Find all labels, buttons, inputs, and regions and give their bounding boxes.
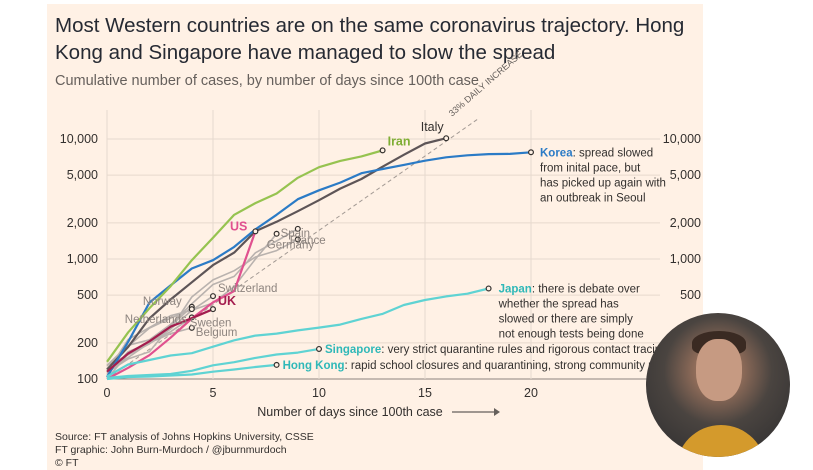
annotation-text: an outbreak in Seoul: [540, 192, 646, 204]
presenter-face: [696, 339, 742, 401]
x-axis-arrow-head: [494, 408, 500, 416]
series-line-germany: [106, 238, 299, 367]
copyright-line: © FT: [55, 457, 79, 469]
presenter-webcam-overlay: [646, 313, 790, 457]
series-label-france: France: [290, 235, 326, 247]
y-tick-label-left: 100: [77, 372, 98, 386]
source-line-1: Source: FT analysis of Johns Hopkins Uni…: [55, 431, 314, 443]
x-tick-label: 10: [312, 386, 326, 400]
series-endpoint-uk: [210, 306, 217, 313]
series-label-spain: Spain: [281, 228, 310, 240]
series-endpoint-hong-kong: [273, 361, 280, 368]
series-label-netherlands: Netherlands: [125, 314, 187, 326]
series-label-sweden: Sweden: [190, 317, 232, 329]
series-label-uk: UK: [218, 294, 236, 308]
series-endpoint-korea: [527, 149, 534, 156]
annotation-text: not enough tests being done: [499, 328, 644, 340]
series-line-korea: [106, 151, 532, 378]
series-line-hong-kong: [106, 363, 277, 381]
annotation-country: Japan: [499, 283, 532, 295]
annotation-text: has picked up again with: [540, 177, 666, 189]
source-line-2: FT graphic: John Burn-Murdoch / @jburnmu…: [55, 444, 287, 456]
series-label-switzerland: Switzerland: [218, 283, 277, 295]
chart-panel: [47, 4, 703, 470]
series-endpoint-netherlands: [188, 306, 195, 313]
annotation-text: : there is debate over: [532, 283, 640, 295]
series-label-italy: Italy: [421, 120, 445, 134]
series-endpoint-germany: [294, 236, 301, 243]
series-line-singapore: [106, 347, 320, 380]
x-tick-label: 0: [104, 386, 111, 400]
y-tick-label-left: 5,000: [67, 168, 98, 182]
y-tick-label-left: 2,000: [67, 216, 98, 230]
annotation-country: Hong Kong: [283, 360, 345, 372]
reference-line-33-percent: [106, 118, 479, 380]
series-endpoint-us: [252, 228, 259, 235]
series-line-us: [106, 230, 257, 380]
x-tick-label: 15: [418, 386, 432, 400]
series-endpoint-spain: [273, 230, 280, 237]
x-tick-label: 5: [210, 386, 217, 400]
series-endpoint-iran: [379, 147, 386, 154]
y-tick-label-left: 500: [77, 288, 98, 302]
series-line-italy: [106, 137, 447, 371]
series-label-norway: Norway: [143, 296, 182, 308]
series-line-japan: [106, 287, 489, 378]
y-tick-label-right: 2,000: [670, 216, 701, 230]
annotation-japan: Japan: there is debate over whether the s…: [498, 283, 644, 340]
annotation-singapore: Singapore: very strict quarantine rules …: [325, 344, 668, 356]
annotation-korea: Korea: spread slowed from inital pace, bu…: [540, 147, 666, 204]
annotation-text: : very strict quarantine rules and rigor…: [381, 344, 667, 356]
y-tick-label-left: 200: [77, 336, 98, 350]
x-axis-label: Number of days since 100th case: [257, 405, 443, 419]
y-tick-label-left: 10,000: [60, 132, 98, 146]
y-tick-label-right: 10,000: [663, 132, 701, 146]
x-tick-label: 20: [524, 386, 538, 400]
series-endpoint-belgium: [188, 324, 195, 331]
y-tick-label-right: 500: [680, 288, 701, 302]
annotation-text: slowed or there are simply: [499, 313, 633, 325]
y-tick-label-left: 1,000: [67, 252, 98, 266]
annotation-country: Singapore: [325, 344, 381, 356]
presenter-shirt: [676, 425, 766, 457]
series-line-switzerland: [106, 295, 214, 373]
reference-line-label: 33% DAILY INCREASE: [447, 49, 525, 118]
annotation-country: Korea: [540, 147, 573, 159]
annotation-text: : rapid school closures and quarantining…: [345, 360, 696, 372]
annotation-text: from inital pace, but: [540, 162, 641, 174]
annotation-hong-kong: Hong Kong: rapid school closures and qua…: [283, 360, 696, 372]
series-label-belgium: Belgium: [196, 327, 238, 339]
series-line-iran: [106, 149, 383, 363]
y-tick-label-right: 5,000: [670, 168, 701, 182]
series-endpoint-japan: [485, 285, 492, 292]
series-label-us: US: [230, 219, 247, 233]
series-endpoint-france: [294, 225, 301, 232]
series-endpoint-singapore: [316, 345, 323, 352]
y-tick-label-right: 1,000: [670, 252, 701, 266]
series-endpoint-switzerland: [210, 293, 217, 300]
annotation-text: : spread slowed: [573, 147, 654, 159]
series-line-france: [106, 228, 299, 366]
annotation-text: whether the spread has: [498, 298, 619, 310]
series-endpoint-italy: [443, 135, 450, 142]
series-label-iran: Iran: [388, 134, 411, 148]
series-label-germany: Germany: [267, 239, 315, 251]
series-line-uk: [106, 308, 214, 373]
chart-title: Most Western countries are on the same c…: [55, 14, 685, 64]
chart-subtitle: Cumulative number of cases, by number of…: [55, 73, 479, 89]
